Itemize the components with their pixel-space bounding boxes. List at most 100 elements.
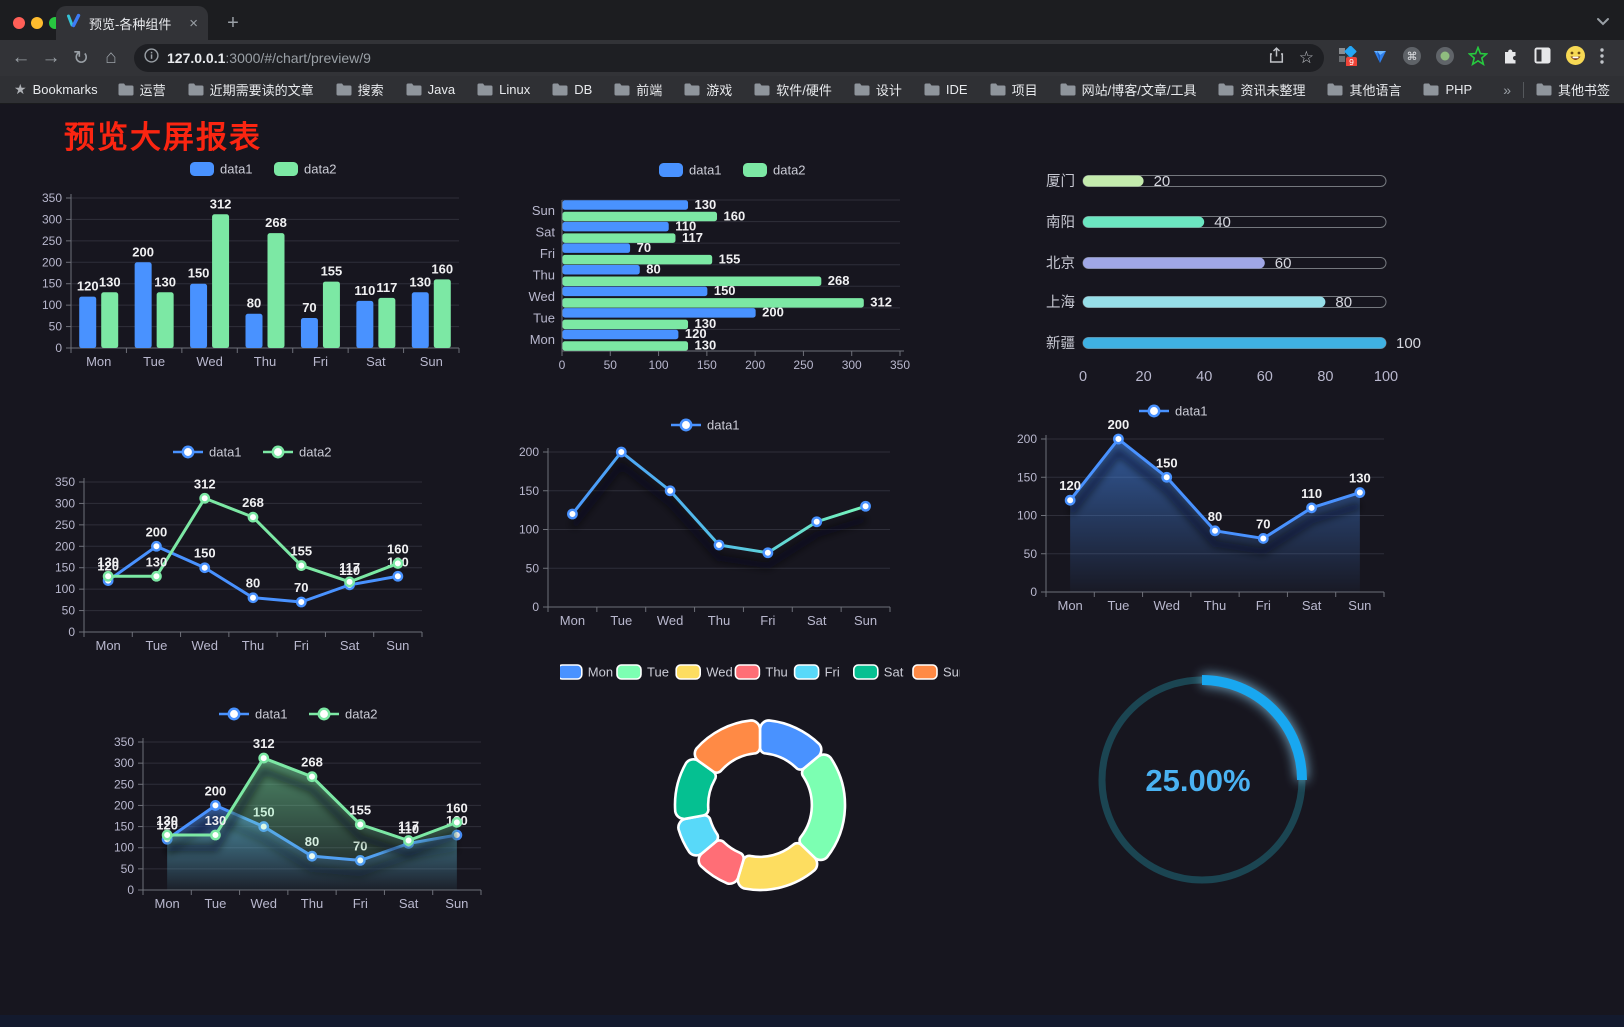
legend[interactable]: data1 data2 [659,163,806,178]
browser-menu-kebab-icon[interactable] [1599,47,1605,70]
bookmark-folder-item[interactable]: Java [406,82,455,97]
donut-slices[interactable] [673,719,847,892]
svg-text:Fri: Fri [825,665,840,680]
tab-search-chevron-icon[interactable] [1596,14,1610,32]
svg-text:250: 250 [114,777,134,791]
single-area-chart[interactable]: data1 0 50 100 150 200 Mon Tue Wed Thu Fri Sat Sun 12… [980,390,1410,620]
other-bookmarks-folder[interactable]: 其他书签 [1536,80,1610,99]
reload-button[interactable]: ↻ [73,47,89,69]
svg-text:50: 50 [62,604,76,618]
svg-text:130: 130 [695,316,717,331]
svg-text:80: 80 [646,262,660,277]
series-data2: 130 130 312 268 155 117 160 [97,476,409,588]
svg-text:南阳: 南阳 [1046,214,1075,231]
svg-text:Sat: Sat [399,896,419,911]
svg-text:160: 160 [724,208,746,223]
bookmark-folder-item[interactable]: IDE [924,82,968,97]
bookmark-folder-item[interactable]: 设计 [854,80,902,99]
category-axis: Mon Tue Wed Thu Fri Sat Sun [1045,592,1385,613]
svg-text:80: 80 [1208,509,1222,524]
close-window-button[interactable] [13,17,25,29]
two-series-line-chart[interactable]: data1 data2 0 50 100 150 200 250 300 350 Mon Tue Wed… [40,425,470,665]
new-tab-button[interactable]: + [227,12,239,34]
emoji-extension-icon[interactable] [1565,45,1586,71]
address-bar[interactable]: 127.0.0.1 :3000/#/chart/preview/9 ☆ [134,44,1324,72]
bookmarks-root-label[interactable]: Bookmarks [32,82,98,97]
legend[interactable]: data1 data2 [219,707,378,722]
site-info-icon[interactable] [144,48,159,68]
gauge-chart[interactable]: 25.00% [1060,655,1350,905]
svg-text:268: 268 [828,273,850,288]
svg-text:350: 350 [114,735,134,749]
two-series-area-chart[interactable]: data1 data2 0 50 100 150 200 250 300 350 Mon Tue Wed… [100,695,530,923]
browser-tab[interactable]: 预览-各种组件 × [56,6,208,40]
svg-text:data1: data1 [689,163,722,178]
bookmark-folder-item[interactable]: 资讯未整理 [1218,80,1305,99]
svg-text:Wed: Wed [706,665,733,680]
legend[interactable]: data1 data2 [190,162,337,177]
legend[interactable]: data1 [1139,404,1208,419]
puzzle-extensions-icon[interactable] [1501,46,1520,70]
folder-icon [754,83,770,96]
bookmark-folder-item[interactable]: 软件/硬件 [754,80,832,99]
bookmark-folder-item[interactable]: DB [552,82,592,97]
bookmark-folder-item[interactable]: 运营 [118,80,166,99]
donut-chart[interactable]: Mon Tue Wed Thu Fri Sat Sun [560,655,960,900]
svg-text:117: 117 [398,819,419,834]
bookmarks-bar: ★ Bookmarks 运营 近期需要读的文章 搜索 Java Linux DB 前端 游戏 软… [0,76,1624,104]
svg-text:110: 110 [339,563,360,578]
svg-text:60: 60 [1257,369,1273,385]
svg-text:70: 70 [637,240,651,255]
green-star-extension-icon[interactable] [1467,44,1489,71]
bookmark-folder-item[interactable]: PHP [1423,82,1472,97]
svg-text:117: 117 [682,230,703,245]
folder-icon [1423,83,1439,96]
minimize-window-button[interactable] [31,17,43,29]
forward-button[interactable]: → [41,47,61,68]
bookmarks-star-icon[interactable]: ★ [14,81,27,97]
svg-text:data1: data1 [255,707,288,722]
home-button[interactable]: ⌂ [105,47,117,68]
bookmark-star-icon[interactable]: ☆ [1298,48,1314,67]
folder-icon [552,83,568,96]
bookmark-folder-item[interactable]: 项目 [990,80,1038,99]
bookmark-folder-item[interactable]: 游戏 [684,80,732,99]
bookmarks-overflow-chevron[interactable]: » [1503,81,1511,98]
axis-grid: 0 50 100 150 200 250 300 350 [55,475,422,639]
svg-text:Mon: Mon [560,613,585,628]
green-dot-extension-icon[interactable] [1435,46,1455,71]
bookmark-folder-item[interactable]: 网站/博客/文章/工具 [1060,80,1196,99]
bookmark-folder-item[interactable]: 近期需要读的文章 [188,80,314,99]
progress-bars-chart[interactable]: 厦门 20 南阳 40 北京 60 上海 80 新疆 100 0 20 40 60 80 100 [1000,150,1430,390]
bookmark-folder-item[interactable]: 其他语言 [1327,80,1401,99]
back-button[interactable]: ← [11,47,31,68]
svg-text:80: 80 [1317,369,1333,385]
share-icon[interactable] [1268,47,1285,69]
tab-close-icon[interactable]: × [189,14,198,32]
svg-text:data2: data2 [773,163,806,178]
bookmark-folder-item[interactable]: 搜索 [336,80,384,99]
command-extension-icon[interactable]: ⌘ [1402,46,1422,71]
svg-text:150: 150 [194,546,216,561]
grouped-bar-chart[interactable]: data1 data2 0 50 100 150 200 250 300 350 Mon Tue Wed… [40,150,470,382]
bookmark-folder-item[interactable]: Linux [477,82,530,97]
svg-text:150: 150 [114,820,134,834]
svg-text:data1: data1 [220,162,253,177]
horizontal-bar-chart[interactable]: data1 data2 0 50 100 150 200 250 300 350 Mon Tue Wed… [495,150,915,382]
svg-text:70: 70 [294,580,308,595]
bookmark-folder-item[interactable]: 前端 [614,80,662,99]
svg-text:Thu: Thu [301,896,323,911]
series-data1: 120 200 150 80 70 110 130 [77,244,431,348]
legend[interactable]: Mon Tue Wed Thu Fri Sat Sun [560,664,960,680]
extension-grid-badge-icon[interactable]: 9 [1338,45,1358,71]
legend[interactable]: data1 data2 [173,445,332,460]
gradient-line-chart[interactable]: data1 0 50 100 150 200 Mon Tue Wed Thu Fri Sat Sun [495,400,915,632]
svg-text:350: 350 [890,358,910,372]
legend[interactable]: data1 [671,418,740,433]
svg-text:350: 350 [55,475,75,489]
side-panel-icon[interactable] [1533,46,1552,70]
svg-text:40: 40 [1214,214,1231,231]
gem-extension-icon[interactable] [1371,47,1389,70]
svg-text:data2: data2 [299,445,332,460]
svg-text:0: 0 [127,883,134,897]
